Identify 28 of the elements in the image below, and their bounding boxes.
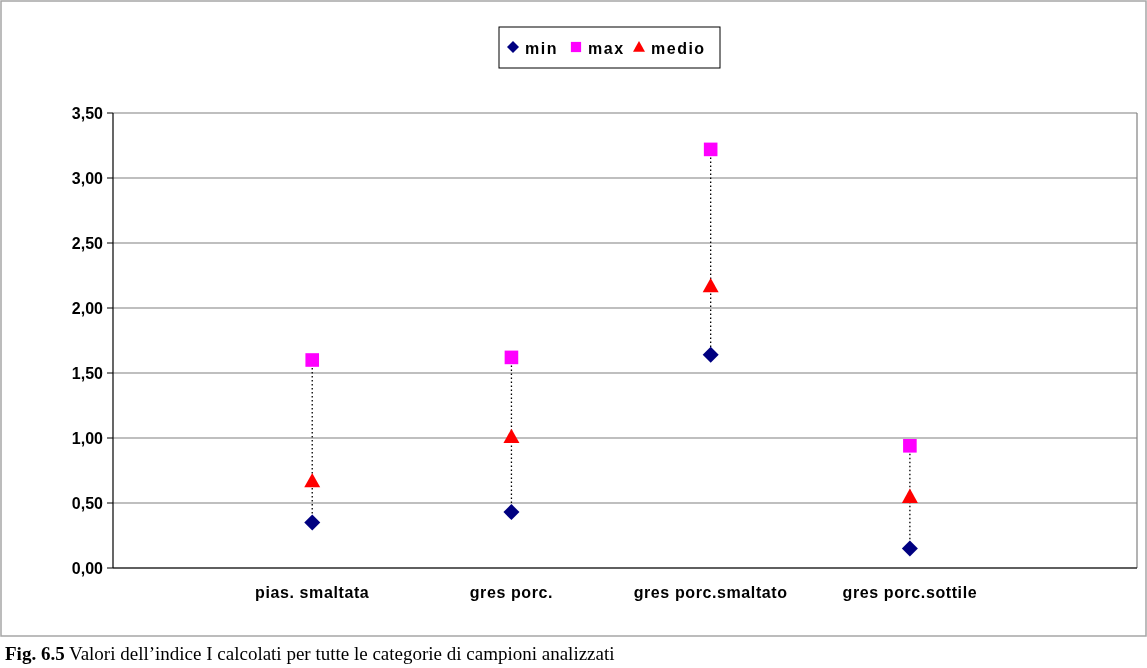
- x-tick-label: gres porc.: [469, 584, 554, 601]
- point: [903, 439, 917, 453]
- y-tick-label: 2,00: [71, 299, 104, 317]
- x-tick-label: pias. smaltata: [255, 584, 370, 601]
- point: [304, 514, 321, 531]
- y-tick-label: 1,00: [71, 429, 104, 447]
- y-tick-label: 0,00: [71, 559, 104, 577]
- point: [504, 350, 519, 365]
- point: [702, 346, 719, 363]
- point: [702, 277, 719, 293]
- legend-label: medio: [651, 39, 706, 57]
- point: [901, 540, 918, 557]
- y-tick-label: 3,50: [71, 104, 104, 122]
- legend-label: min: [525, 39, 558, 57]
- point: [901, 488, 918, 503]
- y-tick-label: 2,50: [71, 234, 104, 252]
- point: [503, 504, 520, 521]
- x-tick-label: gres porc.smaltato: [633, 584, 788, 601]
- x-tick-label: gres porc.sottile: [842, 584, 978, 601]
- y-tick-label: 0,50: [71, 494, 104, 512]
- point: [304, 472, 321, 488]
- y-tick-label: 1,50: [71, 364, 104, 382]
- point: [305, 353, 320, 367]
- y-tick-label: 3,00: [71, 169, 104, 187]
- point: [503, 428, 520, 444]
- point: [703, 142, 718, 157]
- legend-label: max: [588, 39, 625, 57]
- caption: Fig. 6.5 Valori dell’indice I calcolati per tutte le categorie di campioni analizzati: [5, 643, 615, 664]
